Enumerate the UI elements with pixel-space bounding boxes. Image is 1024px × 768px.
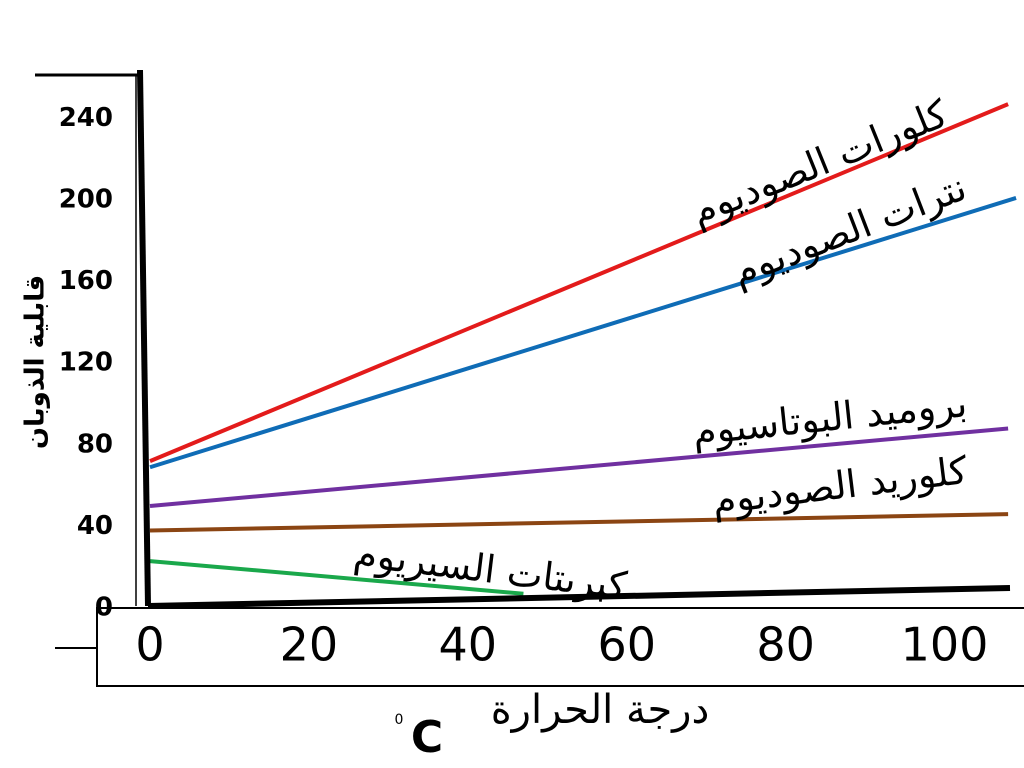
series-line xyxy=(149,512,1009,533)
series-label: كلوريد الصوديوم xyxy=(710,448,971,524)
y-tick-label: 40 xyxy=(77,511,113,541)
x-tick-label: 20 xyxy=(280,618,339,672)
x-tick-label: 0 xyxy=(135,618,164,672)
y-tick-label: 240 xyxy=(59,103,113,133)
y-tick-label: 160 xyxy=(59,266,113,296)
y-tick-label: 80 xyxy=(77,429,113,459)
x-axis-label: درجة الحرارة xyxy=(491,687,710,733)
x-tick-box xyxy=(96,607,1024,687)
y-axis-label: قابلية الذوبان xyxy=(21,275,51,449)
y-tick-label: 120 xyxy=(59,348,113,378)
x-axis xyxy=(147,585,1011,609)
series-line xyxy=(149,559,524,596)
series-line xyxy=(149,196,1017,470)
x-tick-label: 80 xyxy=(756,618,815,672)
series-line xyxy=(149,102,1009,463)
y-tick-label: 200 xyxy=(59,185,113,215)
x-tick-label: 100 xyxy=(901,618,989,672)
x-tick-label: 60 xyxy=(597,618,656,672)
x-tick-label: 40 xyxy=(439,618,498,672)
y-axis xyxy=(137,69,151,607)
x-unit: C xyxy=(411,712,443,763)
y-tick-label: 0 xyxy=(95,593,113,623)
x-unit-mark: 0 xyxy=(395,712,404,728)
series-line xyxy=(149,426,1009,508)
